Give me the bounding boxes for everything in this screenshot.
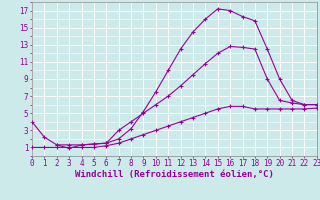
X-axis label: Windchill (Refroidissement éolien,°C): Windchill (Refroidissement éolien,°C) <box>75 170 274 179</box>
